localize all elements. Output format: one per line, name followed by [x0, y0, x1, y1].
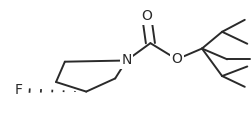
Text: O: O	[141, 9, 151, 23]
Text: O: O	[171, 52, 181, 66]
Text: F: F	[14, 83, 22, 97]
Text: N: N	[121, 53, 131, 68]
